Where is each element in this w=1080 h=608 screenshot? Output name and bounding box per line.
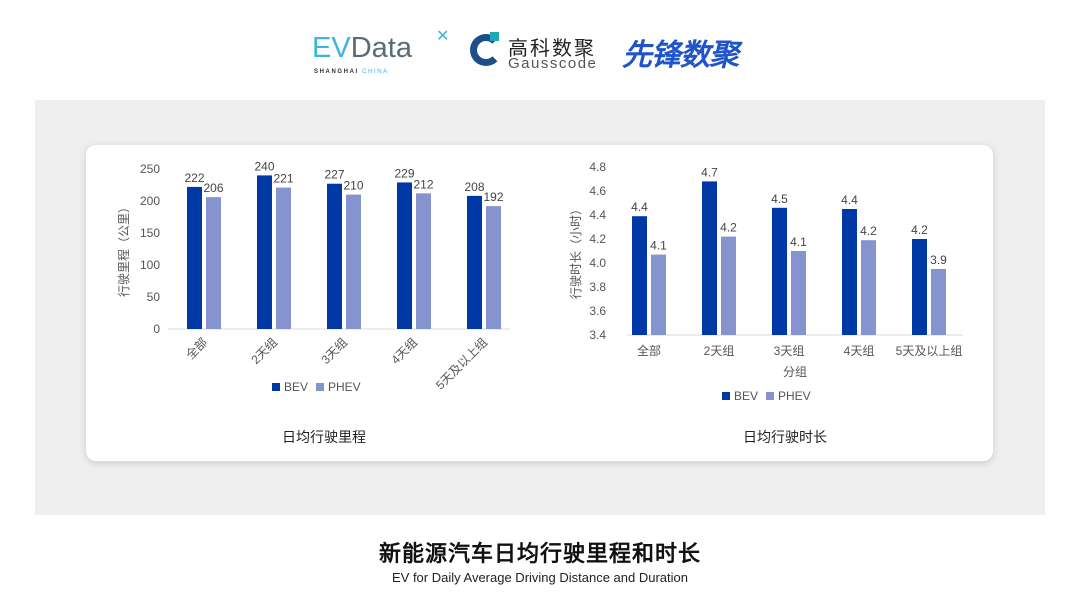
data-label: 4.2 xyxy=(860,224,877,238)
gausscode-square-icon xyxy=(490,32,499,41)
data-label: 206 xyxy=(203,181,223,195)
data-label: 3.9 xyxy=(930,253,947,267)
y-tick-label: 250 xyxy=(140,162,160,176)
chart-title: 日均行驶时长 xyxy=(743,429,827,445)
bar-phev xyxy=(651,254,666,335)
bar-bev xyxy=(702,181,717,335)
data-label: 4.2 xyxy=(911,223,928,237)
x-tick-label: 全部 xyxy=(183,335,211,363)
data-label: 4.1 xyxy=(650,239,667,253)
bar-phev xyxy=(791,251,806,335)
x-tick-label: 5天及以上组 xyxy=(896,344,963,358)
y-tick-label: 0 xyxy=(153,322,160,336)
bar-bev xyxy=(187,186,202,329)
data-label: 208 xyxy=(464,180,484,194)
bar-phev xyxy=(861,240,876,335)
legend-label: BEV xyxy=(284,380,308,394)
y-tick-label: 4.8 xyxy=(589,160,606,174)
data-label: 229 xyxy=(394,166,414,180)
bar-bev xyxy=(467,195,482,329)
y-tick-label: 150 xyxy=(140,226,160,240)
x-tick-label: 4天组 xyxy=(844,344,875,358)
xianfeng-logo: 先锋数聚 xyxy=(622,39,739,72)
data-label: 192 xyxy=(483,190,503,204)
data-label: 4.4 xyxy=(841,193,858,207)
chart-title: 日均行驶里程 xyxy=(282,429,366,445)
bar-bev xyxy=(632,216,647,335)
data-label: 4.1 xyxy=(790,235,807,249)
x-tick-label: 2天组 xyxy=(249,335,281,367)
data-label: 227 xyxy=(324,168,344,182)
evdata-logo: EVData ✕ SHANGHAI CHINA xyxy=(312,28,449,75)
logo-bar: EVData ✕ SHANGHAI CHINA 高科数聚 Gausscode 先… xyxy=(0,26,1080,76)
bar-bev xyxy=(772,207,787,335)
bar-bev xyxy=(397,182,412,329)
legend-swatch-phev xyxy=(316,383,324,391)
data-label: 221 xyxy=(273,172,293,186)
y-tick-label: 4.2 xyxy=(589,232,606,246)
y-tick-label: 200 xyxy=(140,194,160,208)
bar-phev xyxy=(416,193,431,329)
bar-phev xyxy=(721,236,736,335)
data-label: 210 xyxy=(343,179,363,193)
data-label: 4.7 xyxy=(701,165,718,179)
x-tick-label: 3天组 xyxy=(774,344,805,358)
x-tick-label: 2天组 xyxy=(704,344,735,358)
evdata-x-icon: ✕ xyxy=(436,28,450,45)
y-tick-label: 100 xyxy=(140,258,160,272)
chart-card xyxy=(86,145,993,461)
data-label: 212 xyxy=(413,177,433,191)
bar-bev xyxy=(257,175,272,329)
y-tick-label: 3.6 xyxy=(589,304,606,318)
page-title: 新能源汽车日均行驶里程和时长 xyxy=(378,541,701,566)
data-label: 4.2 xyxy=(720,221,737,235)
bar-bev xyxy=(327,183,342,329)
bar-phev xyxy=(486,206,501,329)
data-label: 4.4 xyxy=(631,200,648,214)
evdata-sub-a: SHANGHAI xyxy=(314,69,359,75)
x-tick-label: 3天组 xyxy=(319,335,351,367)
x-tick-label: 全部 xyxy=(637,343,661,358)
y-tick-label: 4.4 xyxy=(589,208,606,222)
y-tick-label: 3.8 xyxy=(589,280,606,294)
bar-phev xyxy=(931,269,946,335)
legend-swatch-bev xyxy=(272,383,280,391)
gausscode-en: Gausscode xyxy=(508,55,598,72)
data-label: 222 xyxy=(184,171,204,185)
evdata-logo-data: Data xyxy=(350,32,412,64)
evdata-logo-ev: EV xyxy=(312,32,351,64)
gausscode-mark-icon xyxy=(470,34,502,66)
x-tick-label: 4天组 xyxy=(389,335,421,367)
data-label: 4.5 xyxy=(771,192,788,206)
y-axis-label: 行驶时长（小时） xyxy=(568,203,583,299)
legend-label: BEV xyxy=(734,389,758,403)
bar-phev xyxy=(276,187,291,329)
bar-phev xyxy=(206,197,221,329)
y-axis-label: 行驶里程（公里） xyxy=(116,201,131,297)
x-axis-label: 分组 xyxy=(783,365,807,379)
y-tick-label: 4.6 xyxy=(589,184,606,198)
legend-swatch-phev xyxy=(766,392,774,400)
y-tick-label: 50 xyxy=(147,290,161,304)
evdata-logo-sub: SHANGHAI CHINA xyxy=(314,69,389,75)
bar-phev xyxy=(346,194,361,329)
bar-bev xyxy=(912,239,927,335)
legend-label: PHEV xyxy=(328,380,361,394)
page-subtitle: EV for Daily Average Driving Distance an… xyxy=(391,570,689,585)
evdata-sub-b: CHINA xyxy=(362,69,389,75)
y-tick-label: 3.4 xyxy=(589,328,606,342)
y-tick-label: 4.0 xyxy=(589,256,606,270)
data-label: 240 xyxy=(254,159,274,173)
legend-swatch-bev xyxy=(722,392,730,400)
x-tick-label: 5天及以上组 xyxy=(433,335,490,392)
bar-bev xyxy=(842,209,857,335)
legend-label: PHEV xyxy=(778,389,811,403)
gausscode-cn: 高科数聚 xyxy=(508,38,596,60)
